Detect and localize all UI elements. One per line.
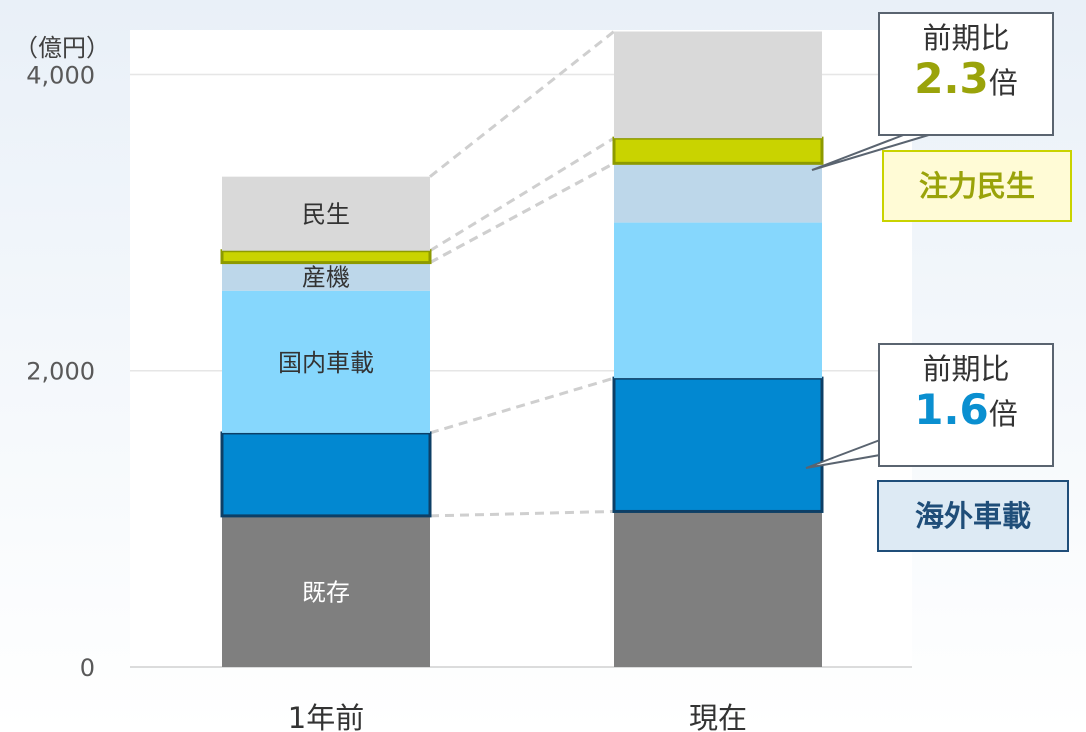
bar-segment <box>222 176 430 251</box>
y-tick-label: 2,000 <box>26 358 95 386</box>
callout-bottom-ratio: 1.6倍 <box>880 387 1052 437</box>
callout-top-number: 2.3 <box>914 54 989 103</box>
callout-bottom: 前期比 1.6倍 <box>878 343 1054 467</box>
bar-segment <box>222 262 430 291</box>
bar-segment <box>220 431 432 518</box>
callout-top-suffix: 倍 <box>988 66 1018 100</box>
bar-segment <box>614 222 822 379</box>
callout-top-ratio: 2.3倍 <box>880 56 1052 106</box>
callout-bottom-number: 1.6 <box>914 385 989 434</box>
tag-focus-consumer: 注力民生 <box>882 150 1072 222</box>
x-tick-label: 現在 <box>689 701 747 732</box>
callout-bottom-prefix: 前期比 <box>922 352 1010 386</box>
segment-label: 国内車載 <box>278 349 374 377</box>
segment-label: 既存 <box>302 578 350 606</box>
callout-top-pointer <box>811 133 933 171</box>
callout-bottom-pointer <box>805 439 881 469</box>
x-tick-label: 1年前 <box>288 701 364 732</box>
callout-bottom-suffix: 倍 <box>988 397 1018 431</box>
bar-segment <box>612 376 824 513</box>
connector-line <box>429 136 615 253</box>
y-unit-label: （億円） <box>14 34 110 62</box>
y-tick-label: 0 <box>80 654 95 682</box>
bar-segment <box>612 136 824 165</box>
connector-line <box>429 509 615 518</box>
bar-segment <box>614 511 822 667</box>
callout-top-prefix: 前期比 <box>922 21 1010 55</box>
bar-segment <box>614 31 822 139</box>
callout-top: 前期比 2.3倍 <box>878 12 1054 136</box>
connector-line <box>429 376 615 435</box>
segment-label: 民生 <box>302 201 350 229</box>
connector-line <box>429 162 615 264</box>
bar-segment <box>222 515 430 667</box>
bar-segment <box>614 163 822 223</box>
y-tick-label: 4,000 <box>26 61 95 89</box>
segment-label: 産機 <box>302 264 350 292</box>
connector-line <box>429 30 615 178</box>
bar-segment <box>222 290 430 433</box>
tag-overseas-auto: 海外車載 <box>877 480 1069 552</box>
bar-segment <box>220 249 432 265</box>
